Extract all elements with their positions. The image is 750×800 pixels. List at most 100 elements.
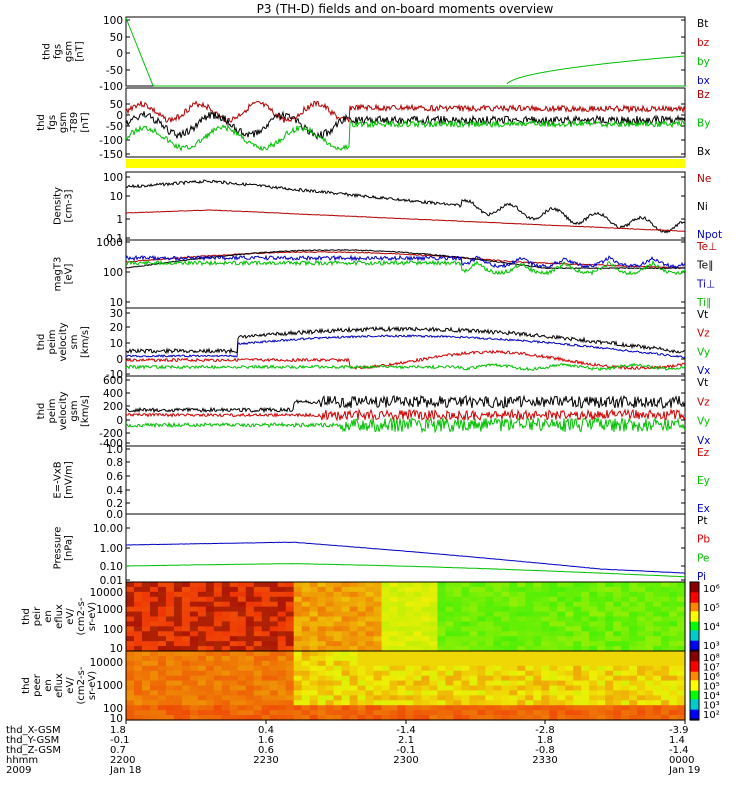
- spectrogram-cell: [150, 582, 159, 588]
- spectrogram-cell: [182, 661, 191, 667]
- spectrogram-cell: [509, 681, 518, 687]
- spectrogram-cell: [613, 661, 622, 667]
- spectrogram-cell: [669, 607, 678, 613]
- y-tick-label: 1.0: [106, 444, 123, 456]
- spectrogram-cell: [366, 597, 375, 603]
- spectrogram-cell: [214, 671, 223, 677]
- spectrogram-cell: [286, 621, 295, 627]
- spectrogram-cell: [533, 695, 542, 701]
- spectrogram-cell: [262, 661, 271, 667]
- spectrogram-cell: [190, 700, 199, 706]
- spectrogram-cell: [573, 582, 582, 588]
- spectrogram-cell: [294, 690, 303, 696]
- spectrogram-cell: [461, 661, 470, 667]
- spectrogram-cell: [230, 686, 239, 692]
- spectrogram-cell: [669, 700, 678, 706]
- spectrogram-cell: [166, 587, 175, 593]
- series-vy: [126, 418, 685, 432]
- spectrogram-cell: [238, 587, 247, 593]
- spectrogram-cell: [413, 705, 422, 711]
- spectrogram-cell: [501, 676, 510, 682]
- spectrogram-cell: [390, 705, 399, 711]
- y-axis-label: peim: [47, 398, 58, 423]
- spectrogram-cell: [182, 676, 191, 682]
- spectrogram-cell: [222, 666, 231, 672]
- spectrogram-cell: [677, 612, 686, 618]
- spectrogram-cell: [421, 666, 430, 672]
- spectrogram-cell: [238, 695, 247, 701]
- spectrogram-cell: [629, 676, 638, 682]
- spectrogram-cell: [286, 582, 295, 588]
- spectrogram-cell: [653, 641, 662, 647]
- spectrogram-cell: [166, 681, 175, 687]
- spectrogram-cell: [302, 587, 311, 593]
- spectrogram-cell: [294, 700, 303, 706]
- spectrogram-cell: [366, 700, 375, 706]
- spectrogram-cell: [557, 656, 566, 662]
- spectrogram-cell: [597, 676, 606, 682]
- spectrogram-cell: [158, 661, 167, 667]
- spectrogram-cell: [501, 656, 510, 662]
- spectrogram-cell: [342, 656, 351, 662]
- spectrogram-cell: [493, 656, 502, 662]
- spectrogram-cell: [509, 582, 518, 588]
- spectrogram-cell: [645, 671, 654, 677]
- y-axis-label: gsm: [64, 41, 75, 62]
- y-axis-label: (cm2-s-: [76, 666, 87, 704]
- panel-temp: 100010010magT3 [eV]Te⊥Te∥Ti⊥Ti∥: [53, 237, 718, 309]
- colorbar-label: 10⁶: [703, 584, 720, 595]
- spectrogram-cell: [605, 681, 614, 687]
- spectrogram-cell: [374, 686, 383, 692]
- spectrogram-cell: [437, 592, 446, 598]
- spectrogram-cell: [677, 671, 686, 677]
- spectrogram-cell: [509, 671, 518, 677]
- spectrogram-cell: [573, 617, 582, 623]
- spectrogram-cell: [493, 676, 502, 682]
- spectrogram-cell: [429, 607, 438, 613]
- spectrogram-cell: [262, 587, 271, 593]
- spectrogram-cell: [477, 690, 486, 696]
- spectrogram-cell: [350, 671, 359, 677]
- spectrogram-cell: [565, 592, 574, 598]
- spectrogram-cell: [382, 582, 391, 588]
- spectrogram-cell: [342, 602, 351, 608]
- spectrogram-cell: [246, 621, 255, 627]
- spectrogram-cell: [669, 690, 678, 696]
- spectrogram-cell: [453, 690, 462, 696]
- spectrogram-cell: [214, 617, 223, 623]
- spectrogram-cell: [565, 621, 574, 627]
- spectrogram-cell: [374, 617, 383, 623]
- spectrogram-cell: [246, 612, 255, 618]
- spectrogram-cell: [469, 710, 478, 716]
- spectrogram-cell: [206, 695, 215, 701]
- series-ni: [126, 180, 685, 233]
- spectrogram-cell: [613, 602, 622, 608]
- spectrogram-cell: [493, 626, 502, 632]
- spectrogram-cell: [469, 695, 478, 701]
- spectrogram-cell: [302, 656, 311, 662]
- y-axis-label: [nPa]: [64, 535, 75, 561]
- spectrogram-cell: [629, 607, 638, 613]
- spectrogram-cell: [573, 666, 582, 672]
- spectrogram-cell: [134, 700, 143, 706]
- spectrogram-cell: [437, 671, 446, 677]
- spectrogram-cell: [525, 587, 534, 593]
- spectrogram-cell: [182, 656, 191, 662]
- spectrogram-cell: [461, 666, 470, 672]
- spectrogram-cell: [182, 597, 191, 603]
- spectrogram-cell: [206, 661, 215, 667]
- spectrogram-cell: [270, 612, 279, 618]
- spectrogram-cell: [302, 681, 311, 687]
- spectrogram-cell: [501, 592, 510, 598]
- spectrogram-cell: [334, 592, 343, 598]
- spectrogram-cell: [366, 641, 375, 647]
- spectrogram-cell: [406, 631, 415, 637]
- spectrogram-cell: [429, 621, 438, 627]
- spectrogram-cell: [350, 597, 359, 603]
- spectrogram-cell: [453, 607, 462, 613]
- spectrogram-cell: [166, 597, 175, 603]
- spectrogram-cell: [637, 656, 646, 662]
- y-axis-label: [nT]: [80, 112, 91, 132]
- spectrogram-cell: [294, 641, 303, 647]
- spectrogram-cell: [637, 631, 646, 637]
